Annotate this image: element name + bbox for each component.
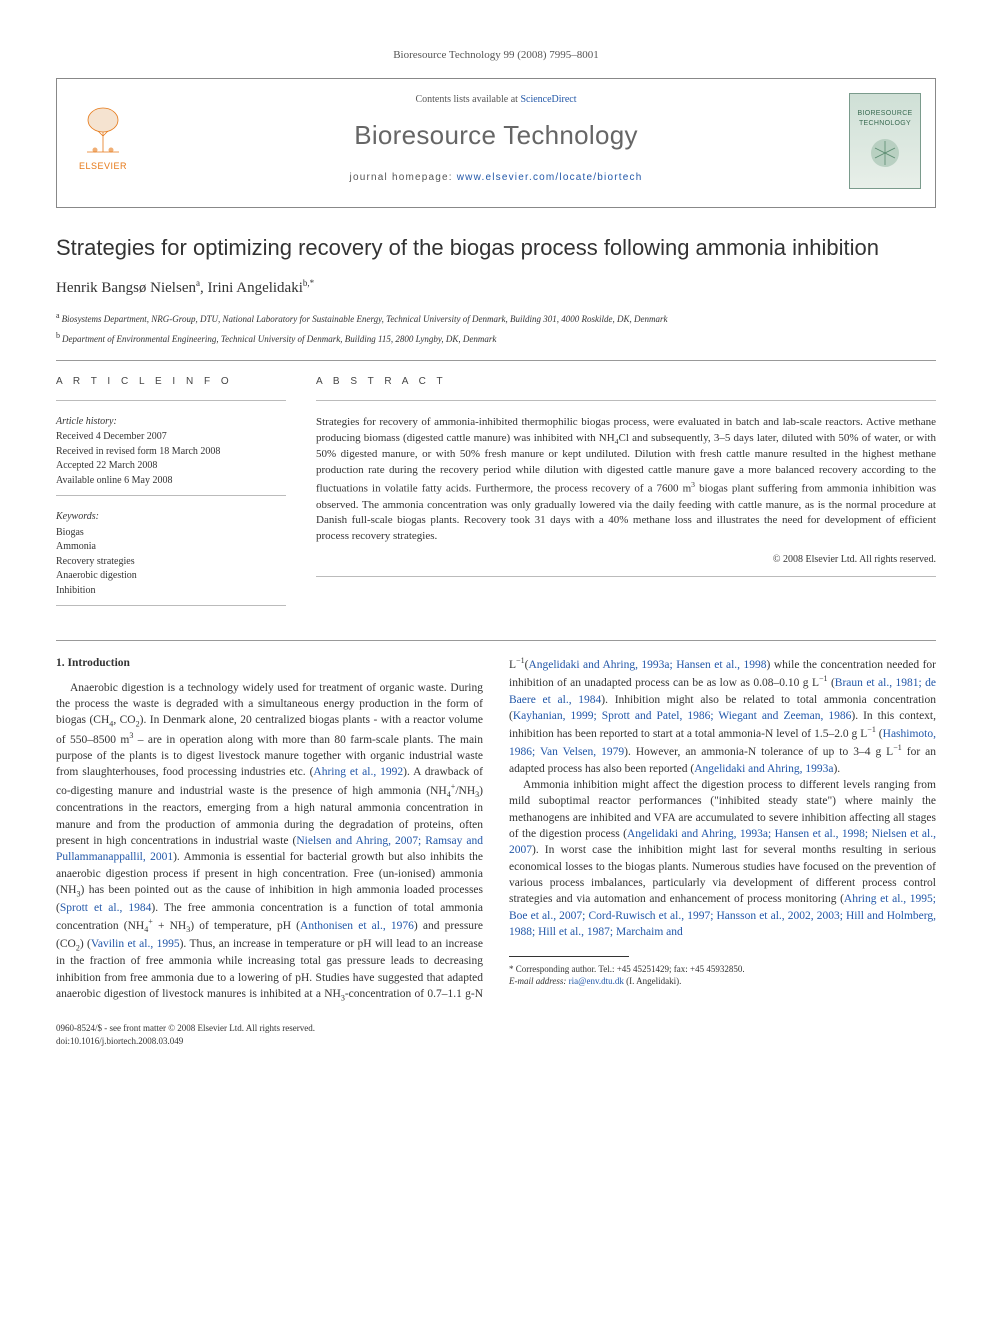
history-accepted: Accepted 22 March 2008 <box>56 459 286 473</box>
footnote-separator <box>509 956 629 957</box>
keywords-heading: Keywords: <box>56 510 286 525</box>
keyword: Recovery strategies <box>56 555 286 569</box>
abstract-text: Strategies for recovery of ammonia-inhib… <box>316 415 936 546</box>
journal-cover-thumbnail: BIORESOURCE TECHNOLOGY <box>849 93 921 189</box>
author-2-name: Irini Angelidaki <box>207 280 302 296</box>
keyword: Inhibition <box>56 584 286 598</box>
email-author-suffix: (I. Angelidaki). <box>626 976 681 986</box>
abstract-heading: A B S T R A C T <box>316 375 936 390</box>
info-divider <box>56 605 286 606</box>
corresponding-author-note: * Corresponding author. Tel.: +45 452514… <box>509 963 936 975</box>
keyword: Anaerobic digestion <box>56 569 286 583</box>
affiliation-b-text: Department of Environmental Engineering,… <box>62 334 496 344</box>
history-received: Received 4 December 2007 <box>56 430 286 444</box>
footer-copyright: 0960-8524/$ - see front matter © 2008 El… <box>56 1022 315 1035</box>
author-1-name: Henrik Bangsø Nielsen <box>56 280 196 296</box>
article-history-heading: Article history: <box>56 415 286 430</box>
section-divider <box>56 640 936 641</box>
article-info-heading: A R T I C L E I N F O <box>56 375 286 390</box>
journal-title: Bioresource Technology <box>165 117 827 155</box>
citation-link[interactable]: Angelidaki and Ahring, 1993a; Hansen et … <box>509 828 936 856</box>
citation-link[interactable]: Kayhanian, 1999; Sprott and Patel, 1986;… <box>513 710 852 722</box>
citation-line: Bioresource Technology 99 (2008) 7995–80… <box>56 48 936 64</box>
cover-title: BIORESOURCE TECHNOLOGY <box>854 109 916 129</box>
abstract-copyright: © 2008 Elsevier Ltd. All rights reserved… <box>316 553 936 568</box>
author-email-link[interactable]: ria@env.dtu.dk <box>569 976 624 986</box>
footnotes-block: * Corresponding author. Tel.: +45 452514… <box>509 963 936 987</box>
citation-link[interactable]: Braun et al., 1981; de Baere et al., 198… <box>509 677 936 705</box>
journal-header: ELSEVIER Contents lists available at Sci… <box>56 78 936 208</box>
body-paragraph: Ammonia inhibition might affect the dige… <box>509 777 936 940</box>
affiliation-b: bDepartment of Environmental Engineering… <box>56 330 936 346</box>
article-body: 1. Introduction Anaerobic digestion is a… <box>56 655 936 1003</box>
history-online: Available online 6 May 2008 <box>56 474 286 488</box>
journal-homepage-line: journal homepage: www.elsevier.com/locat… <box>165 171 827 186</box>
section-divider <box>56 360 936 361</box>
journal-homepage-link[interactable]: www.elsevier.com/locate/biortech <box>457 172 643 183</box>
abstract-divider <box>316 576 936 577</box>
citation-link[interactable]: Angelidaki and Ahring, 1993a; Hansen et … <box>528 659 766 671</box>
citation-link[interactable]: Ahring et al., 1995; Boe et al., 2007; C… <box>509 893 936 938</box>
abstract-column: A B S T R A C T Strategies for recovery … <box>316 375 936 620</box>
author-2-affil-marker: b,* <box>303 278 314 288</box>
affiliation-a: aBiosystems Department, NRG-Group, DTU, … <box>56 310 936 326</box>
history-revised: Received in revised form 18 March 2008 <box>56 445 286 459</box>
publisher-logo-block: ELSEVIER <box>71 93 141 173</box>
section-heading: 1. Introduction <box>56 655 483 671</box>
email-label: E-mail address: <box>509 976 566 986</box>
page-footer: 0960-8524/$ - see front matter © 2008 El… <box>56 1022 936 1048</box>
author-list: Henrik Bangsø Nielsena, Irini Angelidaki… <box>56 277 936 300</box>
publisher-name: ELSEVIER <box>79 160 127 173</box>
citation-link[interactable]: Anthonisen et al., 1976 <box>300 920 414 932</box>
info-divider <box>56 400 286 401</box>
sciencedirect-link[interactable]: ScienceDirect <box>520 94 576 105</box>
citation-link[interactable]: Vavilin et al., 1995 <box>91 938 180 950</box>
article-info-column: A R T I C L E I N F O Article history: R… <box>56 375 286 620</box>
abstract-divider <box>316 400 936 401</box>
keyword: Biogas <box>56 526 286 540</box>
contents-available-line: Contents lists available at ScienceDirec… <box>165 93 827 108</box>
homepage-prefix: journal homepage: <box>350 172 457 183</box>
affiliation-a-text: Biosystems Department, NRG-Group, DTU, N… <box>62 314 668 324</box>
footer-doi: doi:10.1016/j.biortech.2008.03.049 <box>56 1035 315 1048</box>
citation-link[interactable]: Nielsen and Ahring, 2007; Ramsay and Pul… <box>56 835 483 863</box>
keyword: Ammonia <box>56 540 286 554</box>
citation-link[interactable]: Ahring et al., 1992 <box>313 766 403 778</box>
citation-link[interactable]: Angelidaki and Ahring, 1993a <box>694 763 833 775</box>
cover-graphic-icon <box>865 133 905 173</box>
contents-prefix: Contents lists available at <box>415 94 520 105</box>
citation-link[interactable]: Sprott et al., 1984 <box>60 902 152 914</box>
article-title: Strategies for optimizing recovery of th… <box>56 234 936 262</box>
info-divider <box>56 495 286 496</box>
elsevier-tree-icon: ELSEVIER <box>71 93 135 173</box>
email-line: E-mail address: ria@env.dtu.dk (I. Angel… <box>509 975 936 987</box>
